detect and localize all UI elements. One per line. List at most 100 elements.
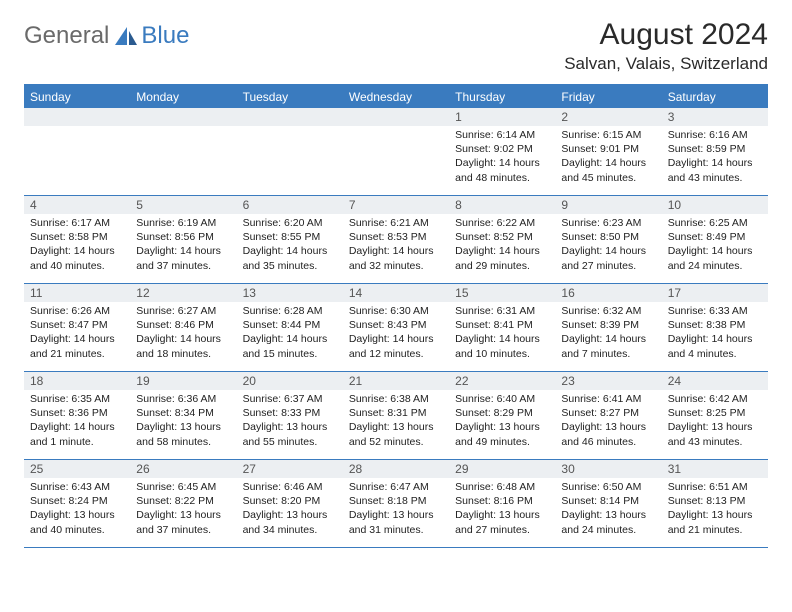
sunrise-line: Sunrise: 6:31 AM	[455, 304, 549, 318]
sunrise-line: Sunrise: 6:26 AM	[30, 304, 124, 318]
calendar-cell: 23Sunrise: 6:41 AMSunset: 8:27 PMDayligh…	[555, 372, 661, 460]
sunrise-line: Sunrise: 6:25 AM	[668, 216, 762, 230]
sunset-line: Sunset: 8:56 PM	[136, 230, 230, 244]
sunrise-line: Sunrise: 6:33 AM	[668, 304, 762, 318]
title-block: August 2024 Salvan, Valais, Switzerland	[564, 18, 768, 74]
daylight-line: Daylight: 13 hours and 21 minutes.	[668, 508, 762, 536]
sunrise-line: Sunrise: 6:32 AM	[561, 304, 655, 318]
sunset-line: Sunset: 8:39 PM	[561, 318, 655, 332]
calendar-cell: 22Sunrise: 6:40 AMSunset: 8:29 PMDayligh…	[449, 372, 555, 460]
daylight-line: Daylight: 14 hours and 40 minutes.	[30, 244, 124, 272]
cell-body: Sunrise: 6:37 AMSunset: 8:33 PMDaylight:…	[237, 390, 343, 453]
date-number: 23	[555, 372, 661, 390]
sunset-line: Sunset: 8:16 PM	[455, 494, 549, 508]
cell-body: Sunrise: 6:30 AMSunset: 8:43 PMDaylight:…	[343, 302, 449, 365]
sunset-line: Sunset: 8:31 PM	[349, 406, 443, 420]
date-number: 18	[24, 372, 130, 390]
daylight-line: Daylight: 13 hours and 40 minutes.	[30, 508, 124, 536]
logo-sail-icon	[113, 25, 139, 47]
sunset-line: Sunset: 8:27 PM	[561, 406, 655, 420]
date-number: 20	[237, 372, 343, 390]
calendar-cell: 27Sunrise: 6:46 AMSunset: 8:20 PMDayligh…	[237, 460, 343, 548]
sunset-line: Sunset: 8:29 PM	[455, 406, 549, 420]
daylight-line: Daylight: 14 hours and 32 minutes.	[349, 244, 443, 272]
daylight-line: Daylight: 13 hours and 37 minutes.	[136, 508, 230, 536]
calendar-cell: 21Sunrise: 6:38 AMSunset: 8:31 PMDayligh…	[343, 372, 449, 460]
sunrise-line: Sunrise: 6:15 AM	[561, 128, 655, 142]
date-number: 21	[343, 372, 449, 390]
daylight-line: Daylight: 13 hours and 55 minutes.	[243, 420, 337, 448]
sunset-line: Sunset: 8:25 PM	[668, 406, 762, 420]
day-header-friday: Friday	[555, 86, 661, 108]
calendar-cell-empty	[237, 108, 343, 196]
calendar-cell: 11Sunrise: 6:26 AMSunset: 8:47 PMDayligh…	[24, 284, 130, 372]
calendar-cell: 25Sunrise: 6:43 AMSunset: 8:24 PMDayligh…	[24, 460, 130, 548]
daylight-line: Daylight: 14 hours and 4 minutes.	[668, 332, 762, 360]
cell-body: Sunrise: 6:41 AMSunset: 8:27 PMDaylight:…	[555, 390, 661, 453]
date-number: 28	[343, 460, 449, 478]
sunset-line: Sunset: 9:01 PM	[561, 142, 655, 156]
daylight-line: Daylight: 14 hours and 29 minutes.	[455, 244, 549, 272]
sunset-line: Sunset: 9:02 PM	[455, 142, 549, 156]
cell-body: Sunrise: 6:28 AMSunset: 8:44 PMDaylight:…	[237, 302, 343, 365]
sunset-line: Sunset: 8:46 PM	[136, 318, 230, 332]
daylight-line: Daylight: 13 hours and 52 minutes.	[349, 420, 443, 448]
sunrise-line: Sunrise: 6:21 AM	[349, 216, 443, 230]
daylight-line: Daylight: 13 hours and 24 minutes.	[561, 508, 655, 536]
sunrise-line: Sunrise: 6:47 AM	[349, 480, 443, 494]
cell-body: Sunrise: 6:31 AMSunset: 8:41 PMDaylight:…	[449, 302, 555, 365]
calendar-cell: 14Sunrise: 6:30 AMSunset: 8:43 PMDayligh…	[343, 284, 449, 372]
cell-body: Sunrise: 6:48 AMSunset: 8:16 PMDaylight:…	[449, 478, 555, 541]
sunrise-line: Sunrise: 6:37 AM	[243, 392, 337, 406]
calendar-cell: 5Sunrise: 6:19 AMSunset: 8:56 PMDaylight…	[130, 196, 236, 284]
daylight-line: Daylight: 14 hours and 15 minutes.	[243, 332, 337, 360]
cell-body: Sunrise: 6:16 AMSunset: 8:59 PMDaylight:…	[662, 126, 768, 189]
daylight-line: Daylight: 13 hours and 27 minutes.	[455, 508, 549, 536]
calendar-cell-empty	[343, 108, 449, 196]
header: General Blue August 2024 Salvan, Valais,…	[24, 18, 768, 74]
cell-body: Sunrise: 6:26 AMSunset: 8:47 PMDaylight:…	[24, 302, 130, 365]
sunrise-line: Sunrise: 6:42 AM	[668, 392, 762, 406]
daylight-line: Daylight: 14 hours and 43 minutes.	[668, 156, 762, 184]
day-header-tuesday: Tuesday	[237, 86, 343, 108]
cell-body: Sunrise: 6:43 AMSunset: 8:24 PMDaylight:…	[24, 478, 130, 541]
sunset-line: Sunset: 8:53 PM	[349, 230, 443, 244]
cell-body: Sunrise: 6:33 AMSunset: 8:38 PMDaylight:…	[662, 302, 768, 365]
day-header-saturday: Saturday	[662, 86, 768, 108]
cell-body: Sunrise: 6:21 AMSunset: 8:53 PMDaylight:…	[343, 214, 449, 277]
date-number: 4	[24, 196, 130, 214]
date-number: 30	[555, 460, 661, 478]
sunset-line: Sunset: 8:58 PM	[30, 230, 124, 244]
date-number: 9	[555, 196, 661, 214]
daylight-line: Daylight: 14 hours and 18 minutes.	[136, 332, 230, 360]
date-number: 19	[130, 372, 236, 390]
calendar-cell: 24Sunrise: 6:42 AMSunset: 8:25 PMDayligh…	[662, 372, 768, 460]
sunrise-line: Sunrise: 6:14 AM	[455, 128, 549, 142]
sunrise-line: Sunrise: 6:35 AM	[30, 392, 124, 406]
logo-text-blue: Blue	[141, 22, 189, 50]
date-number: 8	[449, 196, 555, 214]
sunrise-line: Sunrise: 6:48 AM	[455, 480, 549, 494]
sunset-line: Sunset: 8:34 PM	[136, 406, 230, 420]
date-number: 7	[343, 196, 449, 214]
date-number: 5	[130, 196, 236, 214]
cell-body: Sunrise: 6:27 AMSunset: 8:46 PMDaylight:…	[130, 302, 236, 365]
calendar-cell: 2Sunrise: 6:15 AMSunset: 9:01 PMDaylight…	[555, 108, 661, 196]
daylight-line: Daylight: 14 hours and 45 minutes.	[561, 156, 655, 184]
calendar-cell: 9Sunrise: 6:23 AMSunset: 8:50 PMDaylight…	[555, 196, 661, 284]
sunrise-line: Sunrise: 6:36 AM	[136, 392, 230, 406]
cell-body: Sunrise: 6:22 AMSunset: 8:52 PMDaylight:…	[449, 214, 555, 277]
sunrise-line: Sunrise: 6:19 AM	[136, 216, 230, 230]
daylight-line: Daylight: 14 hours and 48 minutes.	[455, 156, 549, 184]
day-headers-row: SundayMondayTuesdayWednesdayThursdayFrid…	[24, 86, 768, 108]
date-number: 10	[662, 196, 768, 214]
cell-body: Sunrise: 6:36 AMSunset: 8:34 PMDaylight:…	[130, 390, 236, 453]
cell-body: Sunrise: 6:35 AMSunset: 8:36 PMDaylight:…	[24, 390, 130, 453]
cell-body: Sunrise: 6:45 AMSunset: 8:22 PMDaylight:…	[130, 478, 236, 541]
cell-body: Sunrise: 6:32 AMSunset: 8:39 PMDaylight:…	[555, 302, 661, 365]
daylight-line: Daylight: 14 hours and 27 minutes.	[561, 244, 655, 272]
date-number: 6	[237, 196, 343, 214]
sunrise-line: Sunrise: 6:23 AM	[561, 216, 655, 230]
calendar-cell: 17Sunrise: 6:33 AMSunset: 8:38 PMDayligh…	[662, 284, 768, 372]
date-number: 11	[24, 284, 130, 302]
